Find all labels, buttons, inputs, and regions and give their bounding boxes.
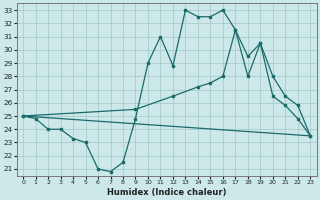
X-axis label: Humidex (Indice chaleur): Humidex (Indice chaleur) [107, 188, 227, 197]
